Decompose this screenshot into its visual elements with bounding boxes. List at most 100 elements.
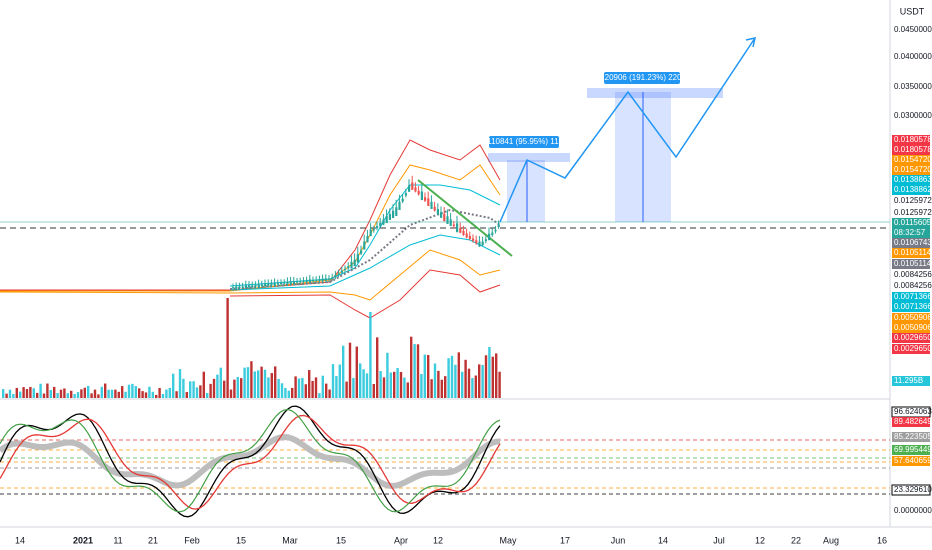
price-label: 0.0400000 (894, 52, 932, 61)
indicator-pane (0, 405, 890, 518)
price-label-box (892, 302, 930, 312)
volume-bar (70, 390, 73, 398)
time-label: 17 (560, 535, 570, 545)
candle-body (315, 279, 318, 281)
price-label-box (892, 175, 930, 185)
candle-body (449, 219, 452, 226)
volume-bar (46, 383, 49, 398)
volume-bar (376, 337, 379, 398)
price-label: 0.0180578 (894, 135, 932, 144)
candle-body (280, 282, 283, 285)
candle-body (427, 198, 430, 207)
volume-bar (250, 361, 253, 398)
volume-bar (386, 352, 389, 398)
volume-bar (311, 380, 314, 398)
volume-bar (138, 388, 141, 398)
volume-bar (158, 387, 161, 398)
price-label: 11.295B (894, 376, 923, 385)
volume-bar (83, 387, 86, 398)
price-label-box (892, 259, 930, 269)
volume-bar (219, 367, 222, 398)
candle-body (376, 226, 379, 229)
candle-body (456, 223, 459, 233)
price-label: 0.0125972 (894, 196, 932, 205)
candle-body (392, 210, 395, 218)
candle-body (411, 182, 414, 190)
candle-body (395, 207, 398, 217)
time-label: 12 (433, 535, 443, 545)
volume-bar (100, 386, 103, 398)
volume-bar (379, 371, 382, 398)
stoch-k (0, 405, 501, 518)
candle-body (257, 284, 260, 287)
volume-bar (345, 381, 348, 398)
time-label: Apr (394, 535, 408, 545)
volume-bar (464, 359, 467, 398)
candle-body (328, 278, 331, 280)
price-label-box (892, 313, 930, 323)
volume-bar (474, 375, 477, 398)
indicator-label-box (891, 484, 931, 496)
time-label: 14 (658, 535, 668, 545)
volume-bar (257, 370, 260, 398)
volume-bar (488, 346, 491, 398)
price-label-box (892, 135, 930, 145)
candle-body (296, 281, 299, 283)
volume-bar (90, 393, 93, 398)
volume-bar (450, 355, 454, 398)
volume-bar (76, 392, 80, 398)
volume-bar (93, 389, 97, 398)
candle-body (497, 224, 500, 227)
volume-bar (25, 389, 29, 398)
moving-average (229, 208, 501, 290)
indicator-label: 96.6240633 (894, 407, 932, 416)
candle-body (232, 287, 235, 289)
volume-bar (53, 386, 56, 398)
measure-label-box (604, 72, 680, 84)
candle-body (350, 261, 353, 269)
price-label-box (892, 228, 930, 238)
time-label: May (499, 535, 517, 545)
volume-bar (423, 354, 426, 398)
time-label: Jun (611, 535, 626, 545)
volume-bar (110, 389, 114, 398)
volume-bar (444, 376, 447, 398)
price-label-box (892, 333, 930, 343)
volume-bar (406, 382, 409, 398)
volume-bar (246, 367, 250, 398)
volume-bar (19, 391, 22, 398)
price-label: 0.0105114 (894, 259, 932, 268)
candle-body (452, 224, 455, 226)
indicator-label: 85.2235058 (894, 432, 932, 441)
volume-bar (178, 369, 182, 398)
volume-bar (42, 393, 46, 398)
volume-bar (403, 377, 406, 398)
time-label: 21 (148, 535, 158, 545)
candle-body (468, 236, 471, 240)
volume-bar (467, 368, 471, 398)
candle-body (484, 239, 487, 242)
volume-bar (396, 368, 399, 398)
price-label: 0.0450000 (894, 25, 932, 34)
projection-path (499, 37, 756, 223)
indicator-label-box (892, 456, 930, 466)
candle-body (430, 201, 433, 209)
band-outer-lower (229, 269, 501, 319)
time-label: 11 (113, 535, 122, 545)
volume-bar (314, 377, 318, 398)
volume-bar (471, 378, 474, 398)
volume-bar (104, 383, 107, 398)
volume-bar (433, 363, 437, 398)
candle-body (491, 232, 494, 236)
candle-body (366, 236, 369, 243)
volume-bar (362, 369, 365, 398)
candle-body (360, 250, 363, 254)
price-label: 0.0154720 (894, 155, 932, 164)
volume-bar (161, 393, 165, 398)
candle-body (254, 285, 257, 287)
volume-bar (134, 386, 137, 398)
price-label: 0.0105114 (894, 248, 932, 257)
volume-bar (59, 389, 63, 398)
volume-bar (318, 393, 321, 398)
